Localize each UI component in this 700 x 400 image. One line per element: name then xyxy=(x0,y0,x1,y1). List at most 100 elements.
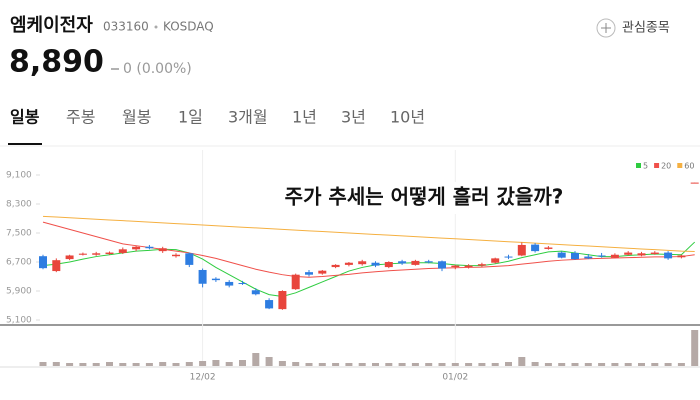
volume-bar xyxy=(66,363,74,366)
candle-body xyxy=(318,270,327,274)
candle-body xyxy=(398,261,407,264)
volume-bar xyxy=(239,360,246,366)
candle-body xyxy=(610,254,619,258)
volume-bar xyxy=(411,363,419,366)
volume-bar xyxy=(358,363,366,366)
ma-line xyxy=(42,215,695,252)
candle-body xyxy=(265,300,274,309)
volume-bar xyxy=(385,363,393,366)
volume-bar xyxy=(571,363,579,366)
candle-body xyxy=(305,272,313,275)
candle-body xyxy=(52,260,61,272)
price-change: 0 (0.00%) xyxy=(123,61,192,77)
candle-body xyxy=(424,261,433,263)
candle-body xyxy=(637,253,646,256)
volume-bar xyxy=(438,363,446,366)
watch-button[interactable]: 관심종목 xyxy=(596,18,670,38)
candle-body xyxy=(464,265,473,268)
candle-body xyxy=(105,252,114,255)
y-tick-label: 9,100 xyxy=(6,171,32,181)
volume-bar xyxy=(465,363,473,366)
candle-body xyxy=(78,253,87,255)
candle-body xyxy=(411,260,420,265)
plus-sign xyxy=(601,23,611,33)
volume-bar xyxy=(478,363,486,366)
candle-body xyxy=(664,252,673,259)
candle-body xyxy=(584,256,593,259)
volume-bar xyxy=(518,357,526,366)
candle-body xyxy=(39,256,47,269)
legend-swatch xyxy=(636,163,641,168)
volume-bar xyxy=(292,362,300,366)
volume-bar xyxy=(185,362,193,366)
candle-body xyxy=(118,249,127,253)
candle-body xyxy=(477,264,486,266)
price: 8,890 xyxy=(9,45,104,80)
stock-name: 엠케이전자 xyxy=(10,15,93,36)
candle-body xyxy=(238,283,247,285)
candle-body xyxy=(185,253,194,265)
volume-bar xyxy=(611,363,619,366)
candle-body xyxy=(504,256,513,258)
volume-bar xyxy=(598,363,606,366)
y-tick-label: 7,500 xyxy=(6,229,32,239)
candle-body xyxy=(331,264,340,268)
volume-bar xyxy=(332,363,340,366)
volume-bar xyxy=(305,363,313,366)
volume-bar xyxy=(172,363,180,366)
x-tick-label: 12/02 xyxy=(190,373,216,383)
candle-body xyxy=(145,246,154,249)
candle-body xyxy=(278,291,287,310)
legend-swatch xyxy=(677,163,683,168)
candle-body xyxy=(158,248,167,252)
candle-body xyxy=(358,261,367,265)
watch-label: 관심종목 xyxy=(622,21,670,36)
tab[interactable]: 월봉 xyxy=(122,108,151,127)
volume-bar xyxy=(199,361,207,366)
overlay-title: 주가 추세는 어떻게 흘러 갔을까? xyxy=(285,185,564,209)
separator-dot xyxy=(154,25,158,29)
title-bg xyxy=(230,182,618,214)
candle-body xyxy=(291,274,300,290)
volume-bar xyxy=(278,361,286,366)
volume-bar xyxy=(584,363,592,366)
y-tick-label: 8,300 xyxy=(6,200,32,210)
tab[interactable]: 10년 xyxy=(390,108,425,127)
candle-body xyxy=(132,246,141,250)
volume-bar xyxy=(106,362,113,366)
candle-body xyxy=(371,262,380,266)
candle-body xyxy=(92,253,101,255)
candle-body xyxy=(557,252,566,258)
volume-bar xyxy=(212,360,220,366)
ma-line xyxy=(42,221,695,278)
candle-body xyxy=(531,244,540,252)
volume-bar xyxy=(265,357,273,366)
volume-bar xyxy=(398,363,406,366)
candle-body xyxy=(384,262,393,268)
candle-body xyxy=(650,252,659,255)
x-tick-label: 01/02 xyxy=(442,373,468,383)
y-tick-label: 5,100 xyxy=(6,316,32,326)
volume-bar xyxy=(52,362,60,366)
volume-bar xyxy=(505,362,512,366)
legend-label: 60 xyxy=(684,162,694,171)
tab[interactable]: 1년 xyxy=(292,108,317,127)
tab[interactable]: 3개월 xyxy=(228,108,268,127)
volume-bar xyxy=(425,363,433,366)
volume-bar xyxy=(119,363,127,366)
volume-bar xyxy=(318,363,326,366)
stock-market: KOSDAQ xyxy=(163,20,214,34)
volume-bar xyxy=(92,363,100,366)
tab[interactable]: 1일 xyxy=(178,108,203,127)
volume-bar xyxy=(79,363,87,366)
volume-bar xyxy=(544,363,552,366)
tab[interactable]: 일봉 xyxy=(10,108,40,127)
candle-body xyxy=(344,262,353,265)
volume-bar xyxy=(132,363,140,366)
volume-bar xyxy=(451,363,459,366)
volume-bar xyxy=(252,353,260,366)
candle-body xyxy=(451,265,460,268)
tab[interactable]: 3년 xyxy=(341,108,366,127)
tab[interactable]: 주봉 xyxy=(66,108,95,127)
